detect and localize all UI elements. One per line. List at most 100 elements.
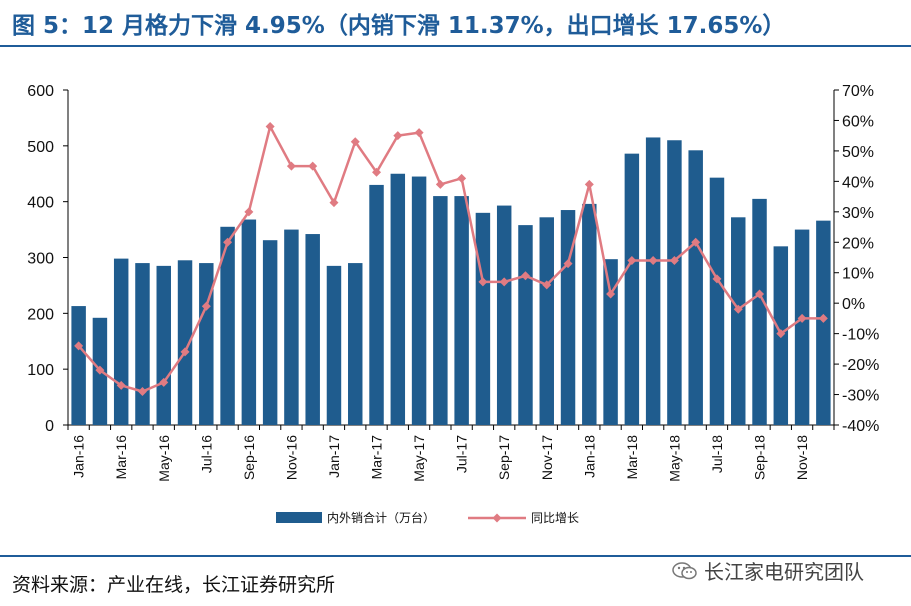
bar <box>454 196 469 425</box>
growth-point <box>265 122 275 132</box>
bar <box>667 140 682 425</box>
right-tick-label: -30% <box>842 388 879 405</box>
left-tick-label: 400 <box>27 195 54 212</box>
growth-line <box>77 123 824 393</box>
left-tick-label: 200 <box>27 306 54 323</box>
footer-divider <box>0 555 911 557</box>
bar <box>113 258 129 425</box>
bar <box>582 203 597 425</box>
right-tick-label: 70% <box>842 83 874 100</box>
bar <box>284 229 299 425</box>
growth-point <box>137 387 147 396</box>
legend-bar-label: 内外销合计（万台） <box>327 510 435 525</box>
growth-point <box>435 179 445 189</box>
bar <box>475 212 491 425</box>
growth-point <box>201 301 211 311</box>
bar <box>411 176 427 425</box>
bar <box>199 263 214 425</box>
right-tick-label: 60% <box>842 113 874 130</box>
x-tick-label: Nov-17 <box>539 435 555 480</box>
growth-point <box>350 137 360 147</box>
x-tick-label: Mar-17 <box>369 435 385 480</box>
x-tick-label: May-17 <box>411 435 427 482</box>
growth-point <box>159 377 169 387</box>
bar <box>731 217 746 425</box>
x-tick-label: Jul-17 <box>454 435 470 473</box>
growth-point <box>520 271 530 281</box>
growth-point <box>372 167 382 177</box>
bar <box>71 306 86 425</box>
growth-point <box>755 289 765 299</box>
bar <box>156 265 171 425</box>
growth-point <box>542 280 552 290</box>
source-note: 资料来源：产业在线，长江证券研究所 <box>12 574 336 596</box>
left-tick-label: 100 <box>27 362 54 379</box>
combo-chart: 0 100 200 300 400 500 600 -40% -30% -20% -10% 0% 10%… <box>27 83 879 525</box>
x-tick-label: Jul-18 <box>709 435 725 473</box>
bar <box>241 219 257 425</box>
growth-point <box>499 277 509 287</box>
x-tick-label: Jan-18 <box>581 435 597 478</box>
bar <box>369 184 384 425</box>
growth-point <box>478 277 488 287</box>
left-tick-label: 500 <box>27 139 54 156</box>
growth-point <box>393 131 403 141</box>
bar <box>326 265 342 425</box>
growth-point <box>797 313 807 323</box>
bar <box>688 150 703 426</box>
legend-line-marker <box>492 513 502 523</box>
x-tick-label: Jan-16 <box>71 435 87 478</box>
left-tick-label: 600 <box>27 83 54 100</box>
bar <box>752 198 767 425</box>
bar <box>624 153 640 425</box>
right-tick-label: -10% <box>842 327 879 344</box>
right-tick-label: 10% <box>842 266 874 283</box>
growth-point <box>244 207 254 217</box>
x-tick-label: Sep-17 <box>496 435 512 480</box>
x-tick-label: Sep-16 <box>241 435 257 480</box>
left-tick-label: 0 <box>45 418 54 435</box>
x-tick-label: May-16 <box>156 435 172 482</box>
bar <box>177 260 193 425</box>
right-tick-label: -20% <box>842 357 879 374</box>
x-tick-label: Sep-18 <box>752 435 768 480</box>
bar <box>220 226 235 425</box>
growth-point <box>818 313 828 323</box>
growth-point <box>733 304 743 314</box>
x-tick-label: Nov-18 <box>794 435 810 480</box>
bar <box>135 263 150 425</box>
right-tick-label: 50% <box>842 144 874 161</box>
growth-point <box>712 274 722 284</box>
left-tick-label: 300 <box>27 251 54 268</box>
x-tick-label: Jul-16 <box>198 435 214 473</box>
bar <box>305 234 320 425</box>
wechat-icon <box>672 561 697 579</box>
growth-point <box>691 237 701 247</box>
bar <box>262 240 278 425</box>
right-tick-label: 40% <box>842 174 874 191</box>
bar <box>603 259 618 425</box>
title-divider <box>0 45 911 47</box>
growth-point <box>776 329 786 339</box>
chart-title: 图 5：12 月格力下滑 4.95%（内销下滑 11.37%，出口增长 17.6… <box>12 13 786 39</box>
bar <box>390 173 406 425</box>
legend-line-label: 同比增长 <box>531 511 579 525</box>
growth-point <box>606 289 616 299</box>
growth-point <box>223 237 233 247</box>
watermark: 长江家电研究团队 <box>672 556 864 585</box>
bar <box>348 263 363 425</box>
bar <box>794 229 810 425</box>
x-tick-label: May-18 <box>666 435 682 482</box>
bar <box>709 177 725 425</box>
growth-point <box>584 179 594 189</box>
growth-point <box>414 128 424 138</box>
watermark-text: 长江家电研究团队 <box>704 560 864 584</box>
x-tick-label: Mar-16 <box>113 435 129 480</box>
x-tick-label: Nov-16 <box>283 435 299 480</box>
growth-point <box>116 380 126 390</box>
growth-point <box>329 198 339 208</box>
bar <box>433 196 448 425</box>
growth-point <box>563 259 573 269</box>
growth-point <box>95 365 105 375</box>
bar <box>539 217 554 425</box>
